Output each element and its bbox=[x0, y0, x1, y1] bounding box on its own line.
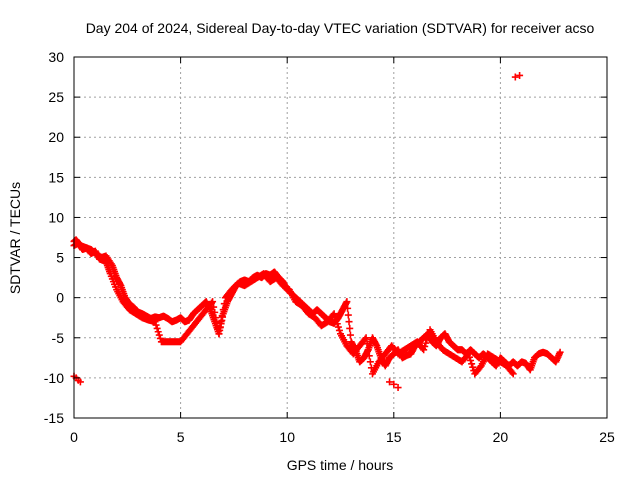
y-tick-label: -15 bbox=[44, 410, 64, 426]
y-tick-label: 10 bbox=[48, 209, 64, 225]
data-point bbox=[516, 71, 524, 79]
y-tick-label: 15 bbox=[48, 169, 64, 185]
data-point bbox=[365, 352, 373, 360]
data-point bbox=[364, 346, 372, 354]
data-point bbox=[344, 311, 352, 319]
y-tick-label: 20 bbox=[48, 129, 64, 145]
data-point bbox=[508, 369, 516, 377]
plot-frame bbox=[73, 56, 608, 419]
y-axis-label: SDTVAR / TECUs bbox=[7, 182, 23, 294]
x-tick-label: 0 bbox=[70, 429, 78, 445]
data-point bbox=[366, 358, 374, 366]
data-point bbox=[219, 306, 227, 314]
y-tick-label: -5 bbox=[52, 330, 65, 346]
data-point bbox=[152, 321, 160, 329]
data-point bbox=[390, 380, 398, 388]
x-tick-label: 5 bbox=[177, 429, 185, 445]
data-point bbox=[332, 316, 340, 324]
data-point bbox=[153, 324, 161, 332]
data-point bbox=[155, 331, 163, 339]
data-point bbox=[333, 320, 341, 328]
x-tick-label: 10 bbox=[279, 429, 295, 445]
data-point bbox=[218, 312, 226, 320]
data-point bbox=[346, 331, 354, 339]
y-tick-label: 0 bbox=[56, 290, 64, 306]
y-tick-label: -10 bbox=[44, 370, 64, 386]
data-point bbox=[511, 73, 519, 81]
y-tick-label: 30 bbox=[48, 49, 64, 65]
y-tick-label: 5 bbox=[56, 250, 64, 266]
data-point bbox=[422, 339, 430, 347]
data-point bbox=[211, 308, 219, 316]
data-point bbox=[335, 326, 343, 334]
data-point bbox=[556, 348, 564, 356]
data-point bbox=[386, 378, 394, 386]
data-point bbox=[361, 335, 369, 343]
data-point bbox=[217, 318, 225, 326]
data-point bbox=[344, 304, 352, 312]
data-point bbox=[464, 350, 472, 358]
data-point bbox=[345, 318, 353, 326]
data-point bbox=[423, 336, 431, 344]
data-point bbox=[215, 330, 223, 338]
data-point bbox=[154, 328, 162, 336]
data-point bbox=[346, 324, 354, 332]
y-tick-label: 25 bbox=[48, 89, 64, 105]
x-tick-label: 20 bbox=[493, 429, 509, 445]
data-point bbox=[467, 357, 475, 365]
axis-ticks: 0 5 10 15 20 25 -15 -10 -5 0 5 10 15 20 25 30 bbox=[44, 49, 615, 445]
data-point bbox=[210, 303, 218, 311]
data-point bbox=[76, 378, 84, 386]
data-point bbox=[343, 298, 351, 306]
data-point bbox=[469, 363, 477, 371]
data-point bbox=[394, 384, 402, 392]
data-point bbox=[213, 319, 221, 327]
data-point bbox=[151, 318, 159, 326]
data-point bbox=[209, 298, 217, 306]
x-axis-label: GPS time / hours bbox=[287, 457, 394, 473]
data-point bbox=[362, 334, 370, 342]
data-point bbox=[334, 323, 342, 331]
data-point bbox=[216, 324, 224, 332]
data-point bbox=[208, 299, 216, 307]
data-point bbox=[468, 360, 476, 368]
data-points bbox=[70, 71, 564, 392]
data-point bbox=[330, 310, 338, 318]
data-point bbox=[331, 313, 339, 321]
data-point bbox=[212, 314, 220, 322]
data-point bbox=[465, 353, 473, 361]
data-point bbox=[509, 370, 517, 378]
x-tick-label: 25 bbox=[599, 429, 615, 445]
data-point bbox=[220, 300, 228, 308]
data-point bbox=[420, 346, 428, 354]
data-point bbox=[363, 340, 371, 348]
chart-title: Day 204 of 2024, Sidereal Day-to-day VTE… bbox=[86, 20, 595, 36]
x-tick-label: 15 bbox=[386, 429, 402, 445]
data-point bbox=[421, 342, 429, 350]
